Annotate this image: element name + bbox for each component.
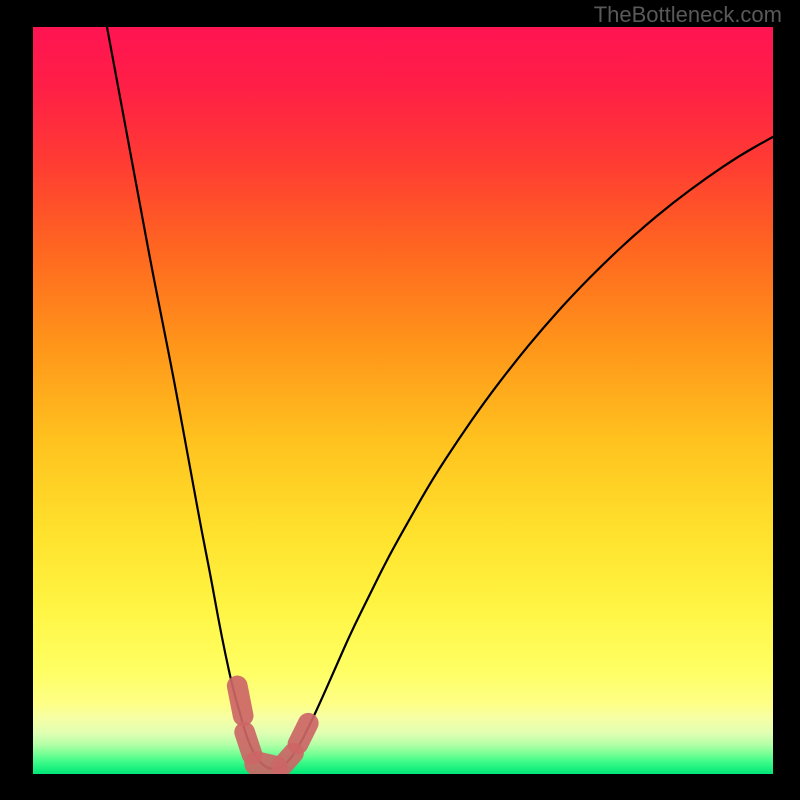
highlight-capsule bbox=[245, 732, 252, 754]
highlight-capsule bbox=[282, 753, 294, 766]
highlight-group bbox=[237, 686, 308, 768]
highlight-capsule bbox=[298, 723, 308, 744]
chart-stage: TheBottleneck.com bbox=[0, 0, 800, 800]
highlight-capsule bbox=[237, 686, 243, 716]
plot-area bbox=[33, 27, 773, 774]
watermark-text: TheBottleneck.com bbox=[594, 2, 782, 28]
bottleneck-curve bbox=[107, 27, 773, 769]
curve-layer bbox=[33, 27, 773, 774]
